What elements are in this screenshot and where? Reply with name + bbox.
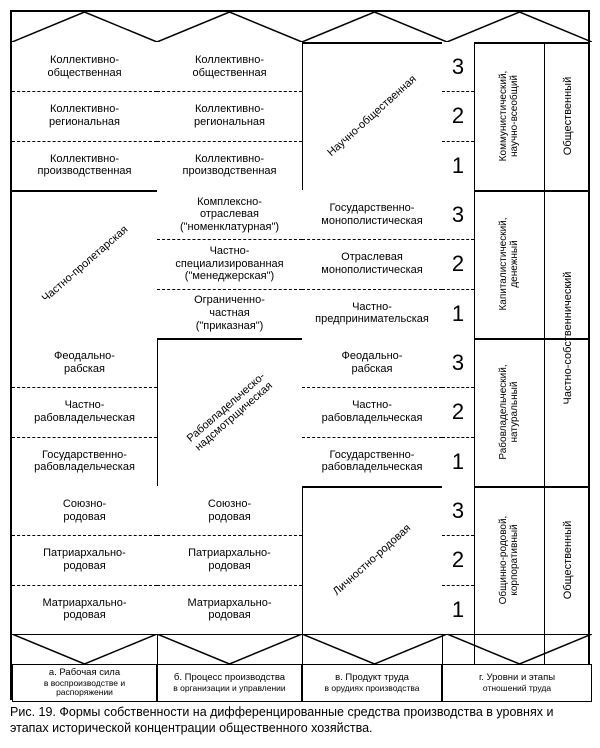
col-b-cell: Матриархально-родовая [157,585,302,634]
row-dash [302,289,442,290]
col-c-cell: Феодально-рабская [302,338,442,387]
col-a-cell: Коллективно-региональная [12,91,157,140]
col-divider [544,42,545,702]
row-dash [302,239,442,240]
row-dash [157,141,302,142]
ownership-forms-diagram: Коллективно-общественнаяКоллективно-реги… [10,10,590,700]
col-a-cell: Частно-рабовладельческая [12,387,157,436]
macro-label-span: Частно-собственнический [562,272,574,405]
row-dash [12,91,157,92]
col-b-cell: Ограниченно-частная("приказная") [157,289,302,338]
stage-label: Общинно-родовой,корпоративный [498,516,520,605]
row-dash [157,289,302,290]
figure-caption: Рис. 19. Формы собственности на дифферен… [10,704,590,737]
col-a-cell: Патриархально-родовая [12,535,157,584]
footer-a: а. Рабочая силав воспроизводстве и распо… [12,664,157,702]
row-dash [157,535,302,536]
col-b-cell: Коллективно-общественная [157,42,302,91]
footer-d: г. Уровни и этапыотношений труда [442,664,592,702]
macro-label: Общественный [562,77,574,155]
col-c-cell: Государственно-монополистическая [302,190,442,239]
level-number: 1 [442,585,474,634]
row-dash [12,437,157,438]
level-number: 3 [442,486,474,535]
col-b-cell: Патриархально-родовая [157,535,302,584]
row-dash [442,535,474,536]
col-c-cell: Отраслеваямонополистическая [302,239,442,288]
level-number: 3 [442,338,474,387]
col-b-cell: Коллективно-региональная [157,91,302,140]
row-dash [442,91,474,92]
col-b-cell: Частно-специализированная("менеджерская"… [157,239,302,288]
level-number: 2 [442,91,474,140]
col-a-cell: Феодально-рабская [12,338,157,387]
col-a-cell: Коллективно-производственная [12,141,157,190]
col-a-cell: Коллективно-общественная [12,42,157,91]
level-number: 1 [442,289,474,338]
col-c-cell: Частно-предпринимательская [302,289,442,338]
col-c-diagonal: Научно-общественная [325,73,419,159]
row-dash [442,239,474,240]
row-dash [12,141,157,142]
level-number: 2 [442,387,474,436]
row-dash [442,437,474,438]
level-number: 2 [442,535,474,584]
macro-label: Общественный [562,521,574,599]
col-c-cell: Частно-рабовладельческая [302,387,442,436]
level-number: 1 [442,437,474,486]
col-a-cell: Матриархально-родовая [12,585,157,634]
row-dash [442,387,474,388]
level-number: 2 [442,239,474,288]
col-b-cell: Союзно-родовая [157,486,302,535]
row-dash [442,585,474,586]
col-c-diagonal: Личностно-родовая [331,522,413,598]
level-number: 3 [442,190,474,239]
row-dash [442,289,474,290]
row-dash [12,535,157,536]
col-a-cell: Союзно-родовая [12,486,157,535]
level-number: 1 [442,141,474,190]
stage-label: Капиталистический,денежный [498,217,520,310]
footer-b: б. Процесс производствав организации и у… [157,664,302,702]
col-divider [474,42,475,702]
col-c-cell: Государственно-рабовладельческая [302,437,442,486]
row-dash [157,239,302,240]
col-a-diagonal: Частно-пролетарская [39,223,130,304]
stage-label: Рабовладельческий,натуральный [498,364,520,459]
level-number: 3 [442,42,474,91]
row-dash [12,387,157,388]
footer-c: в. Продукт трудав орудиях производства [302,664,442,702]
row-dash [12,585,157,586]
row-dash [442,141,474,142]
row-dash [302,437,442,438]
col-b-diagonal: Рабовладельческо-надсмотрщическая [184,370,275,453]
row-dash [157,585,302,586]
band-bottom [12,634,588,635]
row-dash [157,91,302,92]
col-a-cell: Государственно-рабовладельческая [12,437,157,486]
col-b-cell: Комплексно-отраслевая("номенклатурная") [157,190,302,239]
stage-label: Коммунистический,научно-всеобщий [498,71,520,162]
col-b-cell: Коллективно-производственная [157,141,302,190]
row-dash [302,387,442,388]
